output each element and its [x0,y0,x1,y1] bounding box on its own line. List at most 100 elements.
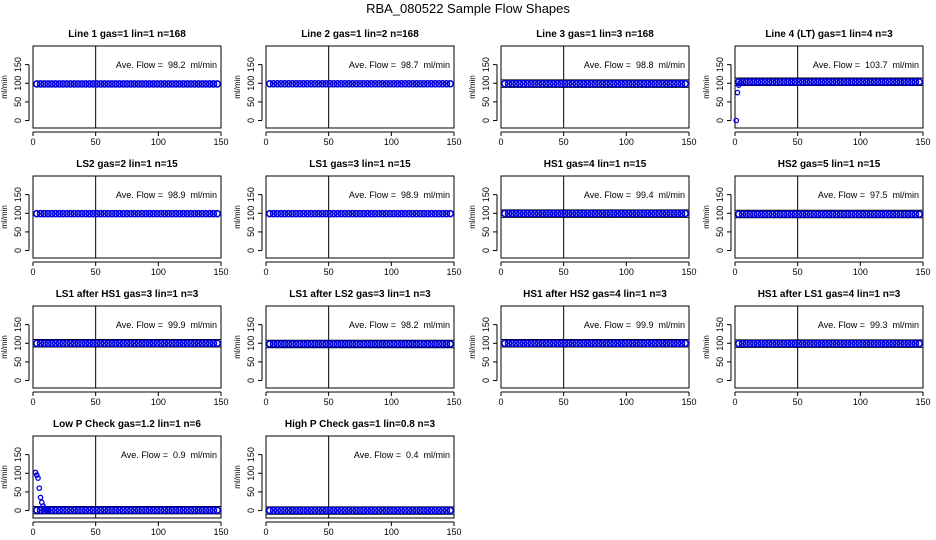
data-point [405,340,413,348]
chart-panel-2: Line 2 gas=1 lin=2 n=168 0 50 100 150 0 50 100 1… [233,29,462,147]
data-point [427,506,436,515]
chart-panel-7: HS1 gas=4 lin=1 n=15 0 50 100 150 0 50 100 150 ml… [468,159,697,277]
data-point [500,209,509,218]
y-tick-label: 50 [246,227,256,237]
data-point [643,339,652,348]
data-point [416,506,424,515]
data-point [636,209,644,218]
y-axis-label: ml/min [468,335,477,359]
data-point [108,339,116,348]
data-point [783,339,792,348]
chart-panel-8: HS2 gas=5 lin=1 n=15 0 50 100 150 0 50 100 150 ml… [702,159,931,277]
data-point [126,80,135,88]
data-point [438,209,447,218]
data-point [821,78,830,86]
data-point [742,210,751,219]
y-tick-label: 150 [13,317,23,332]
series-flow [733,78,924,124]
x-tick-label: 50 [91,397,101,407]
data-point [269,79,278,88]
data-point [333,209,342,218]
x-tick-label: 150 [446,267,461,277]
chart-panel-5: LS2 gas=2 lin=1 n=15 0 50 100 150 0 50 100 150 ml… [0,159,229,277]
x-tick-label: 0 [30,527,35,537]
data-point [911,78,920,86]
data-point [123,209,131,218]
y-tick-label: 100 [13,466,23,481]
data-point [209,80,218,88]
data-point [130,80,139,88]
data-point [628,339,637,348]
x-tick-label: 100 [384,527,399,537]
data-point [412,209,421,218]
data-point [621,339,629,348]
panel-title: LS1 after LS2 gas=3 lin=1 n=3 [289,289,431,300]
data-point [810,339,818,348]
data-point [670,79,678,88]
y-tick-label: 0 [481,248,491,253]
data-point [202,80,210,88]
data-point [194,506,203,515]
data-point [288,506,297,515]
data-point [870,339,878,348]
data-point [504,209,513,218]
chart-panel-6: LS1 gas=3 lin=1 n=15 0 50 100 150 0 50 100 150 ml… [233,159,462,277]
figure-title: RBA_080522 Sample Flow Shapes [366,1,570,16]
data-point [63,506,71,515]
average-flow-annotation: Ave. Flow = 98.2 ml/min [116,60,217,70]
data-point [93,209,101,218]
x-tick-label: 50 [91,527,101,537]
data-point [44,339,52,348]
y-axis-label: ml/min [0,465,9,489]
data-point [183,209,191,218]
data-point [66,506,75,515]
average-flow-annotation: Ave. Flow = 98.9 ml/min [349,190,450,200]
data-point [734,89,741,96]
chart-panel-4: Line 4 (LT) gas=1 lin=4 n=3 0 50 100 150 0 50 1… [702,29,931,147]
data-point [190,339,199,348]
data-point [583,209,592,218]
data-point [296,506,304,515]
data-point [761,78,769,86]
x-tick-label: 100 [619,397,634,407]
data-point [738,78,747,86]
x-tick-label: 100 [151,527,166,537]
x-tick-label: 50 [324,267,334,277]
y-tick-label: 0 [13,378,23,383]
data-point [37,494,44,501]
data-point [866,339,875,348]
data-point [157,80,165,88]
data-point [420,209,428,218]
x-tick-label: 150 [681,267,696,277]
data-point [175,339,184,348]
data-point [431,340,440,348]
data-point [326,79,334,88]
data-point [561,209,569,218]
data-point [877,210,886,219]
data-point [881,210,890,219]
data-point [640,79,648,88]
data-point [658,209,667,218]
data-point [47,209,56,218]
y-tick-label: 0 [13,248,23,253]
data-point [32,80,41,88]
data-point [63,209,71,218]
data-point [311,79,319,88]
data-point [198,506,206,515]
data-point [382,506,391,515]
data-point [776,78,784,86]
data-point [277,79,285,88]
data-point [367,340,376,348]
y-axis-label: ml/min [233,465,242,489]
data-point [341,209,349,218]
data-point [821,210,830,219]
average-flow-annotation: Ave. Flow = 97.5 ml/min [818,190,919,200]
data-point [296,340,304,348]
data-point [564,209,573,218]
series-flow [734,339,924,348]
x-tick-label: 0 [498,397,503,407]
data-point [810,78,818,86]
data-point [609,79,618,88]
data-point [66,80,75,88]
data-point [96,506,105,515]
